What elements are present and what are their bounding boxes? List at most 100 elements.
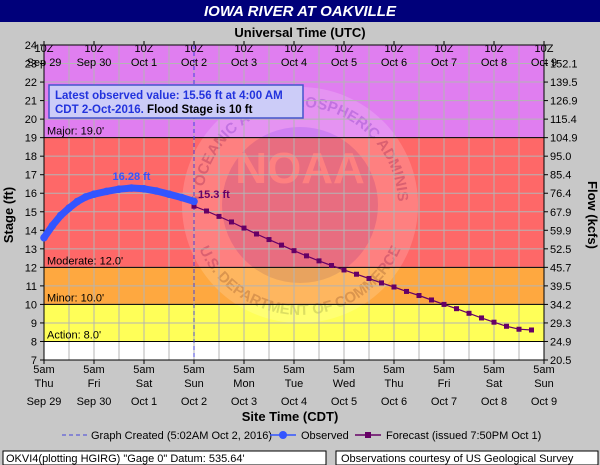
stage-tick-label: 24 (25, 40, 37, 52)
bottom-tick-date: Oct 2 (181, 396, 207, 408)
flow-tick-label: 39.5 (550, 281, 571, 293)
bottom-tick-time: 5am (233, 364, 254, 376)
observed-series (40, 184, 198, 242)
forecast-point (391, 284, 397, 290)
top-tick-date: Sep 30 (77, 57, 112, 69)
bottom-tick-date: Oct 6 (381, 396, 407, 408)
bottom-tick-time: 5am (533, 364, 554, 376)
bottom-tick-time: 5am (433, 364, 454, 376)
stage-tick-label: 17 (25, 170, 37, 182)
bottom-tick-day: Fri (438, 378, 451, 390)
forecast-line (193, 205, 532, 331)
forecast-point (254, 231, 259, 237)
chart-title: IOWA RIVER AT OAKVILLE (204, 3, 397, 20)
top-tick-date: Oct 6 (381, 57, 407, 69)
forecast-point (466, 310, 472, 316)
bottom-tick-time: 5am (83, 364, 104, 376)
bottom-tick-time: 5am (133, 364, 154, 376)
forecast-point (191, 203, 197, 209)
bottom-tick-day: Tue (285, 378, 304, 390)
flow-tick-label: 76.4 (550, 188, 571, 200)
forecast-point (316, 258, 322, 264)
forecast-point (241, 225, 247, 231)
forecast-point (416, 293, 422, 299)
threshold-label: Moderate: 12.0' (47, 255, 123, 267)
observed-point (90, 190, 98, 198)
forecast-point (216, 213, 222, 219)
observed-point (127, 184, 136, 192)
forecast-point (454, 306, 459, 312)
noaa-seal (182, 87, 418, 323)
bottom-tick-date: Oct 5 (331, 396, 357, 408)
bottom-tick-day: Wed (333, 378, 355, 390)
top-tick-time: 10Z (35, 43, 54, 55)
observed-point (165, 190, 173, 198)
bottom-tick-day: Thu (35, 378, 54, 390)
bottom-tick-time: 5am (283, 364, 304, 376)
annotations: 16.28 ft 15.3 ft (113, 171, 231, 201)
observed-point (140, 184, 148, 193)
flow-tick-label: 45.7 (550, 262, 571, 274)
flow-tick-label: 29.3 (550, 318, 571, 330)
stage-tick-label: 7 (31, 355, 37, 367)
top-tick-date: Oct 1 (131, 57, 157, 69)
y2-axis-title: Flow (kcfs) (585, 181, 600, 249)
flow-tick-label: 115.4 (550, 114, 577, 126)
bottom-tick-day: Sat (136, 378, 153, 390)
top-tick-date: Oct 3 (231, 57, 257, 69)
forecast-point (329, 263, 334, 268)
legend-graph-created: Graph Created (5:02AM Oct 2, 2016) (91, 430, 272, 442)
top-tick-date: Oct 5 (331, 57, 357, 69)
top-tick-time: 10Z (485, 43, 504, 55)
peak-label: 16.28 ft (113, 171, 151, 183)
top-tick-time: 10Z (185, 43, 204, 55)
bottom-tick-time: 5am (333, 364, 354, 376)
bottom-tick-day: Thu (385, 378, 404, 390)
observed-point (73, 197, 82, 206)
forecast-point (354, 271, 359, 277)
stage-tick-label: 21 (25, 96, 37, 108)
title-bar (0, 0, 600, 22)
flow-tick-label: 34.2 (550, 299, 571, 311)
stage-tick-label: 23 (25, 59, 37, 71)
bottom-tick-date: Oct 4 (281, 396, 307, 408)
forecast-point (404, 288, 409, 294)
stage-tick-label: 19 (25, 133, 37, 145)
forecast-point (516, 326, 522, 332)
legend-forecast-marker (365, 432, 371, 438)
info-box (48, 84, 304, 119)
observed-point (152, 187, 161, 195)
flow-tick-label: 67.9 (550, 207, 571, 219)
forecast-point (204, 208, 209, 214)
bottom-tick-date: Oct 7 (431, 396, 457, 408)
forecast-point (379, 280, 384, 286)
footer-datum: OKVI4(plotting HGIRG) "Gage 0" Datum: 53… (6, 453, 245, 465)
top-tick-time: 10Z (435, 43, 454, 55)
bottom-tick-day: Sun (184, 378, 204, 390)
info-flood-stage: Flood Stage is 10 ft (144, 104, 253, 116)
bottom-tick-date: Oct 9 (531, 396, 557, 408)
forecast-start-label: 15.3 ft (198, 189, 230, 201)
top-tick-date: Oct 7 (431, 57, 457, 69)
observed-point (56, 211, 65, 220)
forecast-point (366, 275, 372, 281)
flow-tick-label: 126.9 (550, 96, 578, 108)
top-tick-time: 10Z (535, 43, 554, 55)
flow-tick-label: 20.5 (550, 355, 571, 367)
stage-tick-label: 20 (25, 114, 37, 126)
flow-tick-label: 85.4 (550, 170, 571, 182)
forecast-point (304, 253, 309, 259)
legend-observed-marker (279, 431, 287, 439)
bottom-tick-date: Oct 8 (481, 396, 507, 408)
noaa-logo-text: NOAA (235, 144, 365, 193)
top-tick-time: 10Z (385, 43, 404, 55)
stage-tick-label: 22 (25, 77, 37, 89)
utc-time-axis: 10Z Sep 29 10Z Sep 30 10Z Oct 1 10Z Oct 2 10Z Oct… (27, 41, 557, 69)
bottom-tick-time: 5am (383, 364, 404, 376)
flow-tick-label: 24.9 (550, 336, 571, 348)
top-axis-title: Universal Time (UTC) (234, 25, 365, 40)
stage-tick-label: 18 (25, 151, 37, 163)
bottom-tick-date: Oct 3 (231, 396, 257, 408)
flow-tick-label: 95.0 (550, 151, 571, 163)
